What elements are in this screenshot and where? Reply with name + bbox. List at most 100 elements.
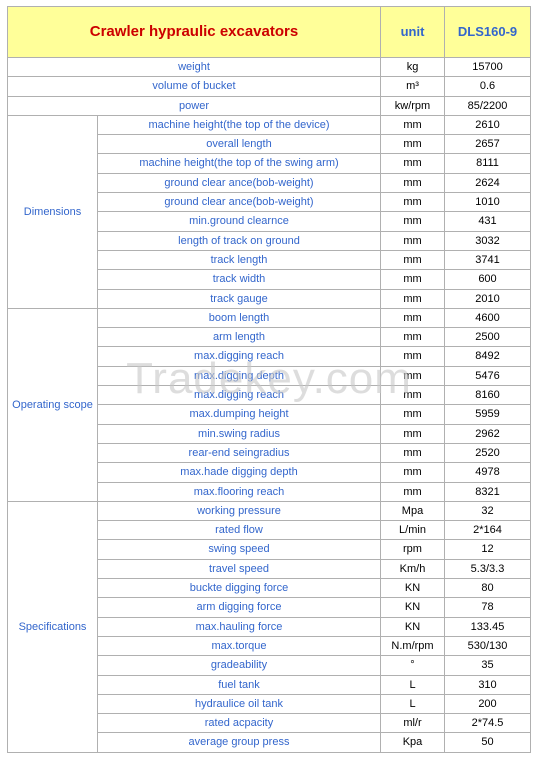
value-cell: 0.6 xyxy=(445,77,531,96)
param-cell: average group press xyxy=(98,733,381,752)
unit-cell: KN xyxy=(381,617,445,636)
unit-cell: L/min xyxy=(381,521,445,540)
param-cell: travel speed xyxy=(98,559,381,578)
param-cell: rated acpacity xyxy=(98,714,381,733)
param-cell: ground clear ance(bob-weight) xyxy=(98,193,381,212)
unit-cell: ° xyxy=(381,656,445,675)
param-cell: track gauge xyxy=(98,289,381,308)
group-cell: Specifications xyxy=(8,501,98,752)
param-cell: machine height(the top of the swing arm) xyxy=(98,154,381,173)
value-cell: 3032 xyxy=(445,231,531,250)
param-cell: hydraulice oil tank xyxy=(98,694,381,713)
value-cell: 2*164 xyxy=(445,521,531,540)
param-cell: max.flooring reach xyxy=(98,482,381,501)
param-cell: max.digging depth xyxy=(98,366,381,385)
value-cell: 2*74.5 xyxy=(445,714,531,733)
group-cell: Dimensions xyxy=(8,115,98,308)
unit-cell: mm xyxy=(381,405,445,424)
param-cell: boom length xyxy=(98,308,381,327)
value-cell: 15700 xyxy=(445,58,531,77)
param-cell: max.dumping height xyxy=(98,405,381,424)
value-cell: 12 xyxy=(445,540,531,559)
param-cell: arm length xyxy=(98,328,381,347)
spec-table-wrap: Tradekey.com Crawler hypraulic excavator… xyxy=(7,6,531,753)
value-cell: 600 xyxy=(445,270,531,289)
param-cell: min.ground clearnce xyxy=(98,212,381,231)
param-cell: max.hade digging depth xyxy=(98,463,381,482)
param-cell: power xyxy=(8,96,381,115)
value-cell: 200 xyxy=(445,694,531,713)
unit-cell: KN xyxy=(381,598,445,617)
value-cell: 8321 xyxy=(445,482,531,501)
param-cell: arm digging force xyxy=(98,598,381,617)
unit-cell: mm xyxy=(381,250,445,269)
value-cell: 8111 xyxy=(445,154,531,173)
unit-cell: Mpa xyxy=(381,501,445,520)
unit-cell: L xyxy=(381,675,445,694)
param-cell: gradeability xyxy=(98,656,381,675)
value-cell: 2010 xyxy=(445,289,531,308)
param-cell: fuel tank xyxy=(98,675,381,694)
value-cell: 133.45 xyxy=(445,617,531,636)
unit-cell: KN xyxy=(381,579,445,598)
value-cell: 4978 xyxy=(445,463,531,482)
value-cell: 32 xyxy=(445,501,531,520)
value-cell: 5959 xyxy=(445,405,531,424)
unit-cell: L xyxy=(381,694,445,713)
unit-cell: mm xyxy=(381,463,445,482)
unit-cell: kg xyxy=(381,58,445,77)
unit-cell: mm xyxy=(381,308,445,327)
value-cell: 2610 xyxy=(445,115,531,134)
unit-cell: mm xyxy=(381,193,445,212)
unit-cell: mm xyxy=(381,347,445,366)
table-row: Operating scopeboom lengthmm4600 xyxy=(8,308,531,327)
param-cell: max.hauling force xyxy=(98,617,381,636)
param-cell: max.digging reach xyxy=(98,386,381,405)
value-cell: 310 xyxy=(445,675,531,694)
value-cell: 2520 xyxy=(445,443,531,462)
unit-cell: mm xyxy=(381,289,445,308)
table-row: volume of bucketm³0.6 xyxy=(8,77,531,96)
unit-cell: Km/h xyxy=(381,559,445,578)
header-unit: unit xyxy=(381,7,445,58)
unit-cell: kw/rpm xyxy=(381,96,445,115)
value-cell: 2657 xyxy=(445,135,531,154)
unit-cell: mm xyxy=(381,443,445,462)
param-cell: overall length xyxy=(98,135,381,154)
value-cell: 80 xyxy=(445,579,531,598)
unit-cell: mm xyxy=(381,366,445,385)
unit-cell: mm xyxy=(381,424,445,443)
param-cell: working pressure xyxy=(98,501,381,520)
unit-cell: mm xyxy=(381,135,445,154)
unit-cell: Kpa xyxy=(381,733,445,752)
unit-cell: mm xyxy=(381,154,445,173)
unit-cell: mm xyxy=(381,386,445,405)
param-cell: rear-end seingradius xyxy=(98,443,381,462)
param-cell: rated flow xyxy=(98,521,381,540)
unit-cell: mm xyxy=(381,173,445,192)
unit-cell: rpm xyxy=(381,540,445,559)
param-cell: weight xyxy=(8,58,381,77)
table-row: Specificationsworking pressureMpa32 xyxy=(8,501,531,520)
value-cell: 85/2200 xyxy=(445,96,531,115)
value-cell: 5476 xyxy=(445,366,531,385)
value-cell: 431 xyxy=(445,212,531,231)
unit-cell: ml/r xyxy=(381,714,445,733)
value-cell: 4600 xyxy=(445,308,531,327)
param-cell: volume of bucket xyxy=(8,77,381,96)
value-cell: 35 xyxy=(445,656,531,675)
value-cell: 8160 xyxy=(445,386,531,405)
spec-table: Crawler hypraulic excavators unit DLS160… xyxy=(7,6,531,753)
value-cell: 3741 xyxy=(445,250,531,269)
header-row: Crawler hypraulic excavators unit DLS160… xyxy=(8,7,531,58)
table-row: Dimensionsmachine height(the top of the … xyxy=(8,115,531,134)
value-cell: 2500 xyxy=(445,328,531,347)
param-cell: machine height(the top of the device) xyxy=(98,115,381,134)
unit-cell: N.m/rpm xyxy=(381,636,445,655)
unit-cell: m³ xyxy=(381,77,445,96)
unit-cell: mm xyxy=(381,328,445,347)
group-cell: Operating scope xyxy=(8,308,98,501)
param-cell: track length xyxy=(98,250,381,269)
value-cell: 530/130 xyxy=(445,636,531,655)
param-cell: buckte digging force xyxy=(98,579,381,598)
